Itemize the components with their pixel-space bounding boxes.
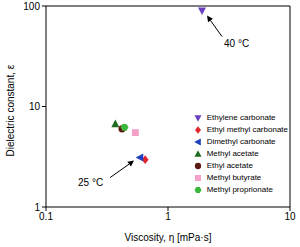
html-text:Ethyl acetate: Ethyl acetate [206, 161, 253, 170]
svg-text:1: 1 [34, 202, 40, 213]
svg-text:40 °C: 40 °C [224, 38, 249, 49]
svg-text:10: 10 [29, 101, 41, 112]
svg-text:1: 1 [165, 211, 171, 222]
svg-text:10: 10 [284, 211, 292, 222]
html-text:Methyl proprionate: Methyl proprionate [206, 185, 273, 194]
html-text:Ethylene carbonate: Ethylene carbonate [206, 113, 276, 122]
svg-text:0.1: 0.1 [39, 211, 53, 222]
html-text:Methyl butyrate: Methyl butyrate [206, 173, 262, 182]
svg-text:100: 100 [23, 1, 40, 12]
html-text:Ethyl methyl carbonate: Ethyl methyl carbonate [206, 125, 288, 134]
svg-text:Dielectric constant, ε: Dielectric constant, ε [8, 64, 16, 156]
html-text:Dimethyl carbonate: Dimethyl carbonate [206, 137, 276, 146]
html-text:Methyl acetate: Methyl acetate [206, 149, 259, 158]
svg-text:Viscosity, η [mPa·s]: Viscosity, η [mPa·s] [125, 232, 212, 243]
svg-text:25 °C: 25 °C [78, 177, 103, 188]
